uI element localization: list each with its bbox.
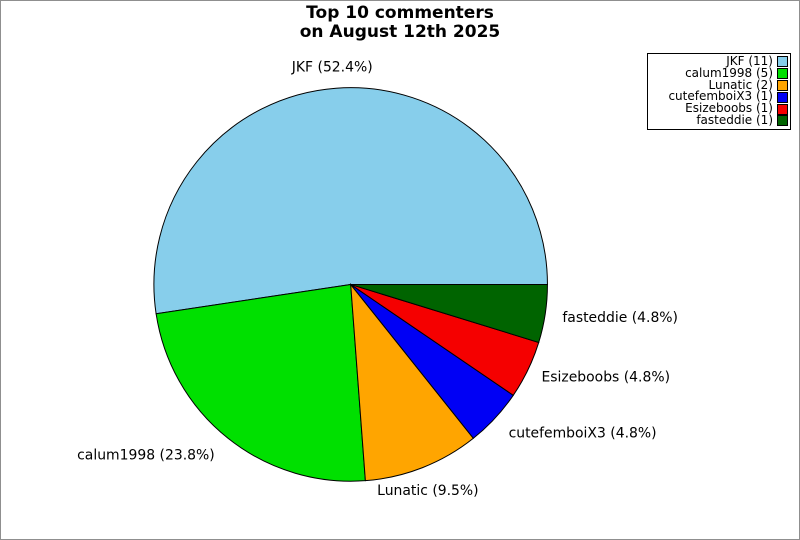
legend-color-swatch — [777, 79, 788, 91]
pie-slice-fasteddie — [350, 283, 548, 344]
slice-label-cutefemboix3: cutefemboiX3 (4.8%) — [509, 425, 657, 441]
legend-item: cutefemboiX3 (1) — [650, 89, 788, 104]
legend-item-label: JKF (11) — [726, 54, 773, 68]
legend-color-swatch — [777, 115, 788, 127]
legend-color-swatch — [777, 91, 788, 103]
slice-labels: JKF (52.4%) calum1998 (23.8%) Lunatic (9… — [77, 60, 678, 499]
legend-item-label: cutefemboiX3 (1) — [668, 89, 773, 104]
legend-box: JKF (11) calum1998 (5) Lunatic (2) cutef… — [647, 53, 791, 130]
legend-item-label: calum1998 (5) — [685, 65, 773, 80]
slice-label-calum1998: calum1998 (23.8%) — [77, 447, 215, 463]
pie-slice-calum1998 — [155, 283, 366, 482]
legend-item: JKF (11) — [650, 54, 788, 68]
slice-label-esizeboobs: Esizeboobs (4.8%) — [541, 370, 670, 386]
legend-item: calum1998 (5) — [650, 65, 788, 80]
slice-label-fasteddie: fasteddie (4.8%) — [562, 310, 678, 326]
legend-item-label: fasteddie (1) — [696, 112, 773, 127]
legend-item-label: Lunatic (2) — [708, 77, 774, 92]
legend-item: fasteddie (1) — [650, 112, 788, 127]
slice-label-jkf: JKF (52.4%) — [291, 60, 373, 76]
legend-item-label: Esizeboobs (1) — [685, 101, 773, 116]
chart-title: Top 10 commenters on August 12th 2025 — [1, 4, 799, 42]
chart-title-line2: on August 12th 2025 — [299, 22, 501, 42]
pie-slice-jkf — [153, 87, 548, 315]
pie-slices — [153, 87, 548, 482]
legend-item: Esizeboobs (1) — [650, 101, 788, 116]
legend-color-swatch — [777, 56, 788, 68]
legend-item: Lunatic (2) — [650, 77, 788, 92]
slice-label-lunatic: Lunatic (9.5%) — [377, 483, 478, 499]
chart-title-line1: Top 10 commenters — [306, 3, 494, 23]
pie-slice-lunatic — [350, 282, 475, 482]
legend-color-swatch — [777, 103, 788, 115]
legend-color-swatch — [777, 68, 788, 80]
